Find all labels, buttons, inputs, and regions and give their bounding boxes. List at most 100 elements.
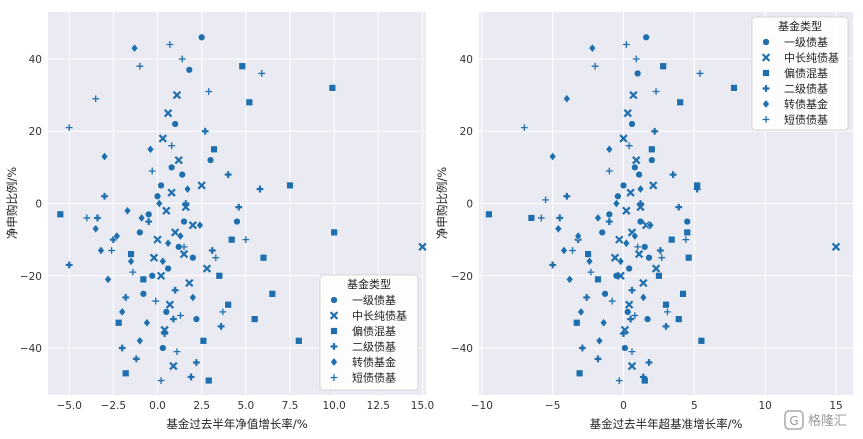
data-point (228, 235, 236, 244)
data-point (139, 275, 148, 284)
legend-label: 一级债基 (352, 293, 396, 307)
data-point (594, 355, 602, 363)
legend-marker (761, 53, 771, 62)
right-points (485, 33, 841, 385)
x-tick-label: 15 (829, 400, 842, 412)
data-point (577, 307, 585, 317)
data-point (651, 127, 659, 135)
data-point (648, 145, 656, 153)
legend-marker (762, 38, 770, 46)
data-point (157, 181, 165, 190)
data-point (153, 235, 162, 244)
data-point (136, 336, 144, 346)
data-point (163, 108, 173, 118)
data-point (627, 361, 637, 371)
right-y-ticks: −40 −20 0 20 40 (451, 54, 473, 355)
x-tick-label: −2.5 (101, 400, 127, 412)
data-point (598, 228, 606, 237)
data-point (100, 151, 109, 162)
legend-label: 二级债基 (784, 82, 828, 96)
data-point (622, 41, 630, 48)
data-point (631, 231, 639, 241)
data-point (549, 261, 557, 269)
data-point (683, 217, 691, 226)
data-point (173, 348, 181, 356)
data-point (167, 163, 176, 172)
data-point (268, 290, 276, 298)
left-y-ticks: −40 −20 0 20 40 (20, 54, 42, 355)
data-point (601, 290, 609, 298)
right-y-axis-label: 净申购比例/% (435, 167, 449, 239)
data-point (629, 90, 638, 100)
x-tick-label: 10 (758, 400, 771, 412)
y-tick-label: 20 (29, 126, 42, 138)
data-point (192, 315, 201, 323)
data-point (520, 124, 528, 132)
left-scatter-panel: −5.0 −2.5 0.0 2.5 5.0 7.5 10.0 12.5 15.0 −40 −20 0… (5, 12, 434, 431)
left-x-axis-label: 基金过去半年净值增长率/% (166, 417, 307, 431)
data-point (171, 286, 179, 294)
data-point (697, 337, 706, 345)
data-point (185, 66, 193, 74)
data-point (637, 200, 644, 207)
legend-box (751, 16, 849, 131)
data-point (574, 231, 582, 241)
data-point (104, 274, 112, 284)
legend-marker (762, 116, 770, 123)
data-point (177, 312, 184, 319)
data-point (696, 70, 704, 77)
data-point (159, 256, 167, 266)
y-tick-label: −40 (20, 343, 42, 355)
data-point (251, 315, 259, 323)
data-point (656, 247, 664, 254)
data-point (669, 171, 677, 178)
data-point (180, 217, 188, 226)
data-point (639, 292, 648, 303)
data-point (662, 301, 670, 309)
data-point (91, 224, 100, 234)
data-point (153, 192, 162, 200)
legend-title: 基金类型 (347, 277, 391, 291)
data-point (542, 196, 549, 204)
data-point (664, 308, 671, 316)
data-point (215, 272, 223, 280)
data-point (180, 243, 188, 251)
data-point (183, 184, 192, 194)
data-point (554, 224, 563, 234)
data-point (162, 308, 170, 316)
right-x-axis-label: 基金过去半年超基准增长率/% (590, 417, 743, 431)
data-point (659, 62, 667, 70)
data-point (636, 217, 645, 226)
data-point (192, 359, 200, 366)
data-point (643, 315, 652, 323)
data-point (634, 69, 642, 78)
data-point (122, 294, 130, 301)
data-point (569, 247, 576, 254)
data-point (197, 181, 206, 190)
data-point (679, 290, 687, 298)
data-point (94, 214, 101, 222)
x-tick-label: 5 (691, 400, 698, 412)
data-point (560, 245, 568, 256)
data-point (682, 236, 690, 244)
data-point (137, 213, 146, 223)
legend-label: 短债债基 (352, 371, 396, 385)
y-tick-label: −20 (451, 271, 473, 283)
data-point (418, 242, 427, 252)
data-point (122, 369, 130, 377)
data-point (181, 202, 190, 212)
data-point (639, 278, 648, 288)
data-point (242, 236, 250, 244)
data-point (616, 271, 625, 280)
data-point (156, 271, 166, 280)
data-point (205, 376, 213, 385)
data-point (152, 297, 160, 305)
data-point (585, 256, 594, 266)
data-point (161, 330, 168, 337)
data-point (219, 308, 227, 316)
data-point (635, 170, 643, 179)
left-x-ticks: −5.0 −2.5 0.0 2.5 5.0 7.5 10.0 12.5 15.0 (56, 400, 434, 412)
data-point (146, 144, 155, 154)
